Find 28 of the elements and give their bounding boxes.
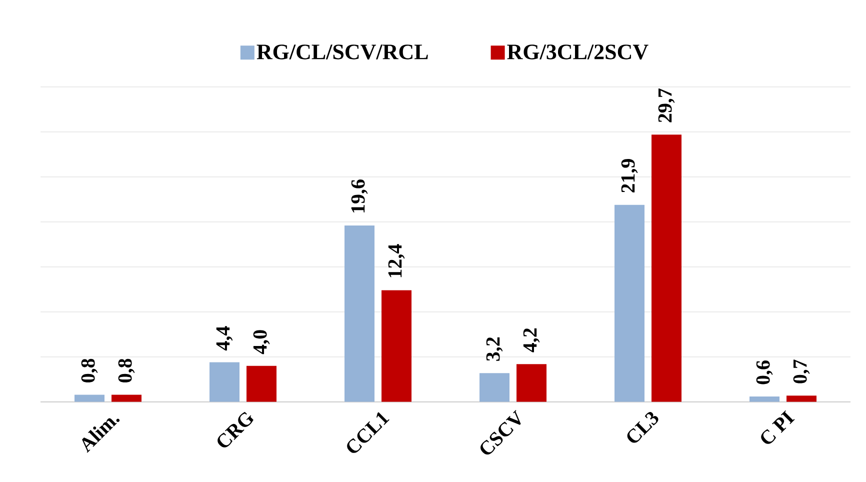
x-tick-label: C PI [761, 410, 795, 444]
data-label: 0,7 [793, 360, 810, 384]
bar [246, 366, 277, 402]
data-label: 0,8 [118, 358, 135, 382]
data-label: 21,9 [621, 159, 638, 192]
data-label: 3,2 [486, 337, 503, 361]
data-label: 12,4 [388, 244, 405, 278]
bar [480, 373, 510, 402]
data-label: 29,7 [658, 88, 675, 122]
bar [750, 396, 780, 402]
bar [652, 134, 682, 402]
bar [74, 394, 105, 402]
legend-label: RG/3CL/2SCV [507, 44, 648, 60]
data-label: 4,0 [253, 330, 270, 354]
bar [786, 396, 817, 402]
legend-label: RG/CL/SCV/RCL [256, 44, 428, 60]
data-label: 19,6 [351, 180, 368, 212]
data-label: 4,4 [216, 326, 233, 350]
bar [382, 290, 412, 402]
data-label: 0,8 [81, 358, 98, 382]
x-tick-label: CL3 [627, 412, 658, 443]
bar [344, 226, 375, 402]
bar [516, 364, 547, 402]
bar [112, 394, 142, 402]
data-label: 4,2 [523, 328, 540, 352]
bar [210, 362, 240, 402]
bar [614, 204, 645, 402]
data-label: 0,6 [756, 360, 773, 384]
